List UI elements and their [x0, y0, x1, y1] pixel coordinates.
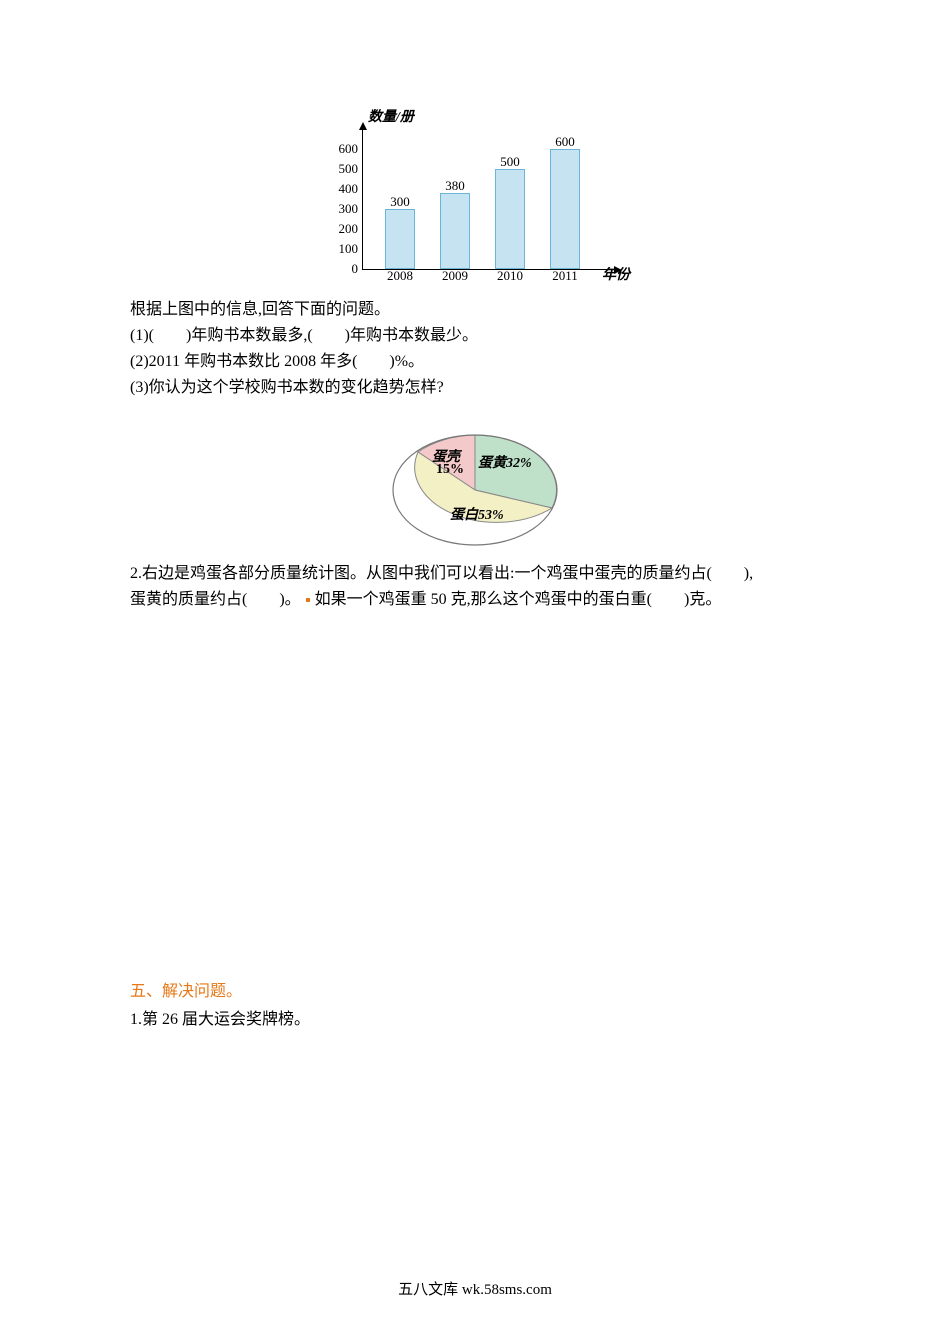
question-3: (3)你认为这个学校购书本数的变化趋势怎样? [130, 376, 820, 400]
xlab-3: 2011 [545, 268, 585, 284]
ytick-3: 300 [330, 201, 358, 217]
question-4b-post: 如果一个鸡蛋重 50 克,那么这个鸡蛋中的蛋白重( )克。 [315, 591, 722, 608]
pie-chart: 蛋壳 15% 蛋黄32% 蛋白53% [390, 430, 560, 550]
pie-svg [390, 430, 560, 550]
question-4a: 2.右边是鸡蛋各部分质量统计图。从图中我们可以看出:一个鸡蛋中蛋壳的质量约占( … [130, 562, 820, 586]
pie-label-shell-pct: 15% [436, 462, 464, 478]
barval-2: 500 [490, 154, 530, 170]
barval-3: 600 [545, 134, 585, 150]
question-2: (2)2011 年购书本数比 2008 年多( )%。 [130, 350, 820, 374]
ytick-6: 600 [330, 141, 358, 157]
pie-label-white: 蛋白53% [450, 504, 504, 524]
question-4b: 蛋黄的质量约占( )。 如果一个鸡蛋重 50 克,那么这个鸡蛋中的蛋白重( )克… [130, 588, 820, 612]
bar-2008 [385, 209, 415, 269]
ytick-0: 0 [330, 261, 358, 277]
ytick-5: 500 [330, 161, 358, 177]
section-5-title: 五、解决问题。 [130, 977, 820, 1001]
bar-2009 [440, 193, 470, 269]
question-5-1: 1.第 26 届大运会奖牌榜。 [130, 1005, 820, 1029]
xlab-2: 2010 [490, 268, 530, 284]
ytick-1: 100 [330, 241, 358, 257]
bar-chart: 数量/册 0 100 200 300 400 500 600 300 380 5… [320, 100, 630, 290]
question-1: (1)( )年购书本数最多,( )年购书本数最少。 [130, 324, 820, 348]
pie-label-yolk: 蛋黄32% [478, 452, 532, 472]
footer-text: 五八文库 wk.58sms.com [0, 1278, 950, 1299]
x-axis-title: 年份 [602, 264, 630, 284]
question-4b-pre: 蛋黄的质量约占( )。 [130, 591, 301, 608]
barval-0: 300 [380, 194, 420, 210]
orange-dot-icon [306, 598, 310, 602]
bar-2011 [550, 149, 580, 269]
ytick-2: 200 [330, 221, 358, 237]
y-axis-title: 数量/册 [368, 106, 414, 126]
y-axis-arrow [359, 122, 367, 130]
bar-2010 [495, 169, 525, 269]
xlab-0: 2008 [380, 268, 420, 284]
xlab-1: 2009 [435, 268, 475, 284]
intro-text: 根据上图中的信息,回答下面的问题。 [130, 298, 820, 322]
barval-1: 380 [435, 178, 475, 194]
ytick-4: 400 [330, 181, 358, 197]
